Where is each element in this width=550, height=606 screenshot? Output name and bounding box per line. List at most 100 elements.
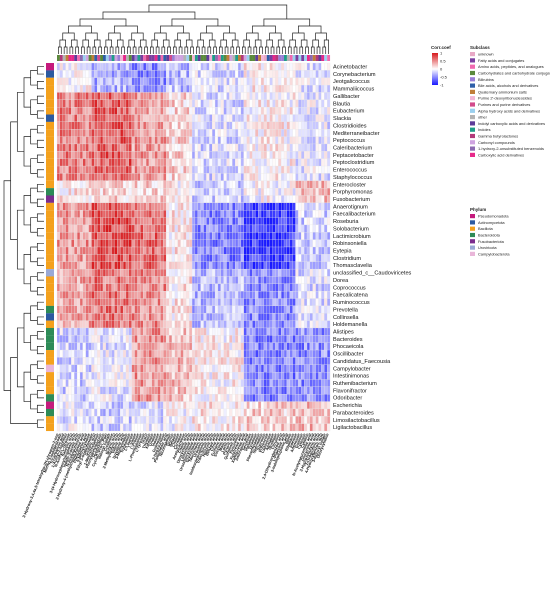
heatmap-cell <box>226 158 230 167</box>
heatmap-cell <box>99 151 104 159</box>
row-dendrogram-branch <box>36 154 44 163</box>
column-subclass-cell <box>200 55 204 61</box>
heatmap-cell <box>209 77 213 86</box>
heatmap-cell <box>99 114 104 123</box>
heatmap-cell <box>143 210 147 218</box>
heatmap-cell <box>62 187 66 196</box>
heatmap-cell <box>120 107 124 115</box>
heatmap-cell <box>91 92 95 100</box>
heatmap-cell <box>246 99 250 108</box>
heatmap-cell <box>223 114 227 123</box>
heatmap-cell <box>148 92 153 100</box>
heatmap-cell <box>160 386 164 395</box>
heatmap-cell <box>163 62 167 71</box>
heatmap-cell <box>209 114 213 123</box>
heatmap-cell <box>209 305 213 314</box>
heatmap-cell <box>312 342 316 351</box>
heatmap-cell <box>258 84 262 93</box>
row-dendrogram-branch <box>36 184 44 193</box>
heatmap-cell <box>62 305 66 314</box>
heatmap-cell <box>131 143 135 152</box>
heatmap-cell <box>59 180 63 189</box>
heatmap-cell <box>59 129 63 137</box>
heatmap-cell <box>114 107 118 115</box>
heatmap-cell <box>128 408 132 417</box>
heatmap-cell <box>194 99 198 108</box>
heatmap-cell <box>99 342 104 351</box>
heatmap-cell <box>252 283 256 292</box>
heatmap-cell <box>252 246 256 255</box>
heatmap-cell <box>212 195 216 204</box>
heatmap-cell <box>278 327 282 336</box>
heatmap-cell <box>324 401 328 410</box>
heatmap-cell <box>137 121 141 130</box>
heatmap-cell <box>88 327 92 336</box>
heatmap-cell <box>71 386 75 395</box>
heatmap-cell <box>260 261 265 270</box>
heatmap-cell <box>97 254 101 262</box>
heatmap-cell <box>191 158 196 167</box>
heatmap-cell <box>269 202 273 211</box>
heatmap-cell <box>283 291 288 299</box>
heatmap-cell <box>145 349 150 358</box>
heatmap-cell <box>79 180 84 189</box>
heatmap-cell <box>102 143 107 152</box>
heatmap-cell <box>148 165 153 174</box>
heatmap-cell <box>71 121 75 130</box>
heatmap-cell <box>94 401 98 410</box>
heatmap-cell <box>143 136 147 145</box>
heatmap-cell <box>85 276 89 284</box>
heatmap-cell <box>186 298 190 307</box>
heatmap-cell <box>180 99 184 108</box>
heatmap-cell <box>206 394 210 402</box>
heatmap-cell <box>263 379 267 388</box>
heatmap-cell <box>312 210 316 218</box>
heatmap-cell <box>71 114 75 123</box>
heatmap-cell <box>212 217 216 226</box>
heatmap-cell <box>309 217 313 226</box>
heatmap-cell <box>304 276 308 284</box>
heatmap-cell <box>226 416 230 424</box>
heatmap-cell <box>220 121 224 130</box>
heatmap-cell <box>197 187 201 196</box>
heatmap-cell <box>214 298 219 307</box>
heatmap-cell <box>166 217 170 226</box>
heatmap-cell <box>148 195 153 204</box>
heatmap-cell <box>131 416 135 424</box>
heatmap-cell <box>232 342 236 351</box>
heatmap-cell <box>272 394 276 402</box>
heatmap-cell <box>306 92 311 100</box>
heatmap-cell <box>220 283 224 292</box>
heatmap-cell <box>237 136 242 145</box>
heatmap-cell <box>214 107 219 115</box>
heatmap-cell <box>258 114 262 123</box>
heatmap-cell <box>99 261 104 270</box>
heatmap-cell <box>232 283 236 292</box>
heatmap-cell <box>223 401 227 410</box>
heatmap-cell <box>166 165 170 174</box>
heatmap-cell <box>65 224 69 233</box>
heatmap-cell <box>235 129 239 137</box>
heatmap-cell <box>266 77 270 86</box>
column-dendrogram-branch <box>316 46 321 54</box>
heatmap-cell <box>229 416 233 424</box>
heatmap-cell <box>235 107 239 115</box>
heatmap-cell <box>209 291 213 299</box>
heatmap-cell <box>88 291 92 299</box>
heatmap-cell <box>292 327 296 336</box>
column-subclass-cell <box>160 55 164 61</box>
heatmap-cell <box>122 173 127 181</box>
heatmap-cell <box>94 99 98 108</box>
heatmap-cell <box>229 364 233 373</box>
heatmap-cell <box>220 165 224 174</box>
heatmap-cell <box>292 114 296 123</box>
heatmap-cell <box>163 305 167 314</box>
heatmap-cell <box>68 187 72 196</box>
heatmap-cell <box>301 165 305 174</box>
heatmap-cell <box>56 313 61 321</box>
heatmap-cell <box>91 232 95 240</box>
heatmap-cell <box>321 298 325 307</box>
heatmap-cell <box>309 349 313 358</box>
heatmap-cell <box>289 416 293 424</box>
heatmap-cell <box>212 62 216 71</box>
